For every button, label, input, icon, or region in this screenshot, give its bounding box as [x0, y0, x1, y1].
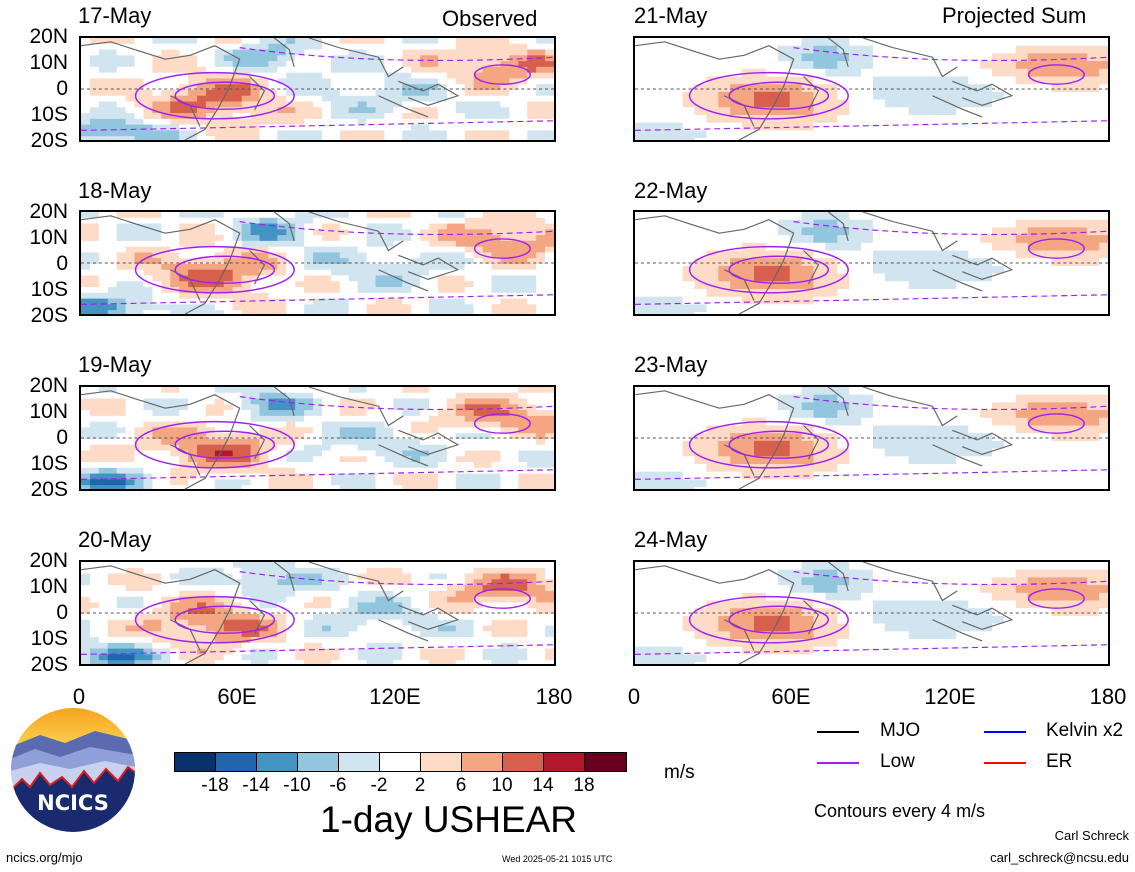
- colorbar-swatch: [503, 753, 544, 771]
- lat-label: 10S: [30, 627, 68, 650]
- panel-date: 21-May: [634, 3, 708, 28]
- colorbar-label: 14: [532, 775, 554, 796]
- map-panel: [79, 36, 556, 142]
- lat-label: 20N: [29, 549, 68, 572]
- panel-date: 24-May: [634, 527, 708, 552]
- ncics-logo: NCICS: [10, 707, 136, 833]
- lat-label: 20N: [29, 374, 68, 397]
- colorbar-label: -14: [242, 775, 270, 796]
- colorbar-label: 2: [414, 775, 426, 796]
- map-panel: [633, 560, 1110, 666]
- panel-date: 22-May: [634, 178, 708, 203]
- colorbar-label: 18: [573, 775, 595, 796]
- colorbar-label: 10: [491, 775, 513, 796]
- map-panel: [633, 210, 1110, 316]
- lat-label: 20S: [30, 653, 68, 676]
- map-panel: [79, 385, 556, 491]
- lat-label: 20N: [29, 200, 68, 223]
- footer-email[interactable]: carl_schreck@ncsu.edu: [990, 850, 1129, 865]
- lat-label: 10N: [29, 226, 68, 249]
- colorbar-label: -18: [201, 775, 229, 796]
- lon-label: 0: [627, 684, 641, 709]
- colorbar-swatch: [257, 753, 298, 771]
- lat-label: 20S: [30, 478, 68, 501]
- footer-author: Carl Schreck: [1054, 828, 1129, 843]
- lat-label: 10N: [29, 400, 68, 423]
- lon-label: 60E: [217, 684, 257, 709]
- colorbar-label: -6: [329, 775, 347, 796]
- colorbar-swatch: [462, 753, 503, 771]
- projected-header: Projected Sum: [942, 3, 1087, 28]
- lat-label: 0: [56, 426, 68, 449]
- footer-timestamp: Wed 2025-05-21 1015 UTC: [502, 854, 613, 864]
- legend-line-er: [984, 762, 1026, 764]
- legend-label: Kelvin x2: [1046, 720, 1124, 741]
- lon-label: 180: [1089, 684, 1127, 709]
- lat-label: 0: [56, 252, 68, 275]
- panel-date: 19-May: [78, 352, 152, 377]
- lat-label: 20S: [30, 129, 68, 152]
- colorbar: [174, 752, 627, 772]
- lon-label: 180: [535, 684, 573, 709]
- lat-label: 10S: [30, 452, 68, 475]
- units-label: m/s: [664, 762, 695, 783]
- lat-label: 20S: [30, 304, 68, 327]
- footer-url[interactable]: ncics.org/mjo: [6, 850, 83, 865]
- map-panel: [79, 560, 556, 666]
- colorbar-swatch: [339, 753, 380, 771]
- legend-label: Low: [880, 751, 915, 772]
- panel-date: 18-May: [78, 178, 152, 203]
- lat-label: 10S: [30, 278, 68, 301]
- map-panel: [633, 385, 1110, 491]
- colorbar-label: -10: [283, 775, 311, 796]
- legend-label: ER: [1046, 751, 1073, 772]
- observed-header: Observed: [442, 6, 538, 31]
- lon-label: 0: [72, 684, 86, 709]
- colorbar-swatch: [380, 753, 421, 771]
- colorbar-swatch: [544, 753, 585, 771]
- lat-label: 20N: [29, 25, 68, 48]
- lat-label: 10N: [29, 575, 68, 598]
- legend-line-mjo: [817, 731, 859, 733]
- lon-label: 120E: [924, 684, 976, 709]
- colorbar-swatch: [216, 753, 257, 771]
- legend-line-kelvin: [984, 731, 1026, 733]
- legend-label: MJO: [880, 720, 921, 741]
- colorbar-swatch: [421, 753, 462, 771]
- logo-text: NCICS: [37, 791, 109, 815]
- colorbar-swatch: [585, 753, 626, 771]
- contours-note: Contours every 4 m/s: [814, 801, 986, 821]
- colorbar-label: 6: [455, 775, 467, 796]
- colorbar-label: -2: [370, 775, 388, 796]
- lat-label: 10S: [30, 103, 68, 126]
- lat-label: 0: [56, 601, 68, 624]
- lon-label: 120E: [369, 684, 421, 709]
- colorbar-swatch: [298, 753, 339, 771]
- colorbar-swatch: [175, 753, 216, 771]
- lat-label: 0: [56, 77, 68, 100]
- panel-date: 20-May: [78, 527, 152, 552]
- legend-line-low: [817, 762, 859, 764]
- map-panel: [79, 210, 556, 316]
- panel-date: 23-May: [634, 352, 708, 377]
- lon-label: 60E: [771, 684, 811, 709]
- panel-date: 17-May: [78, 3, 152, 28]
- lat-label: 10N: [29, 51, 68, 74]
- plot-title: 1-day USHEAR: [320, 799, 578, 840]
- map-panel: [633, 36, 1110, 142]
